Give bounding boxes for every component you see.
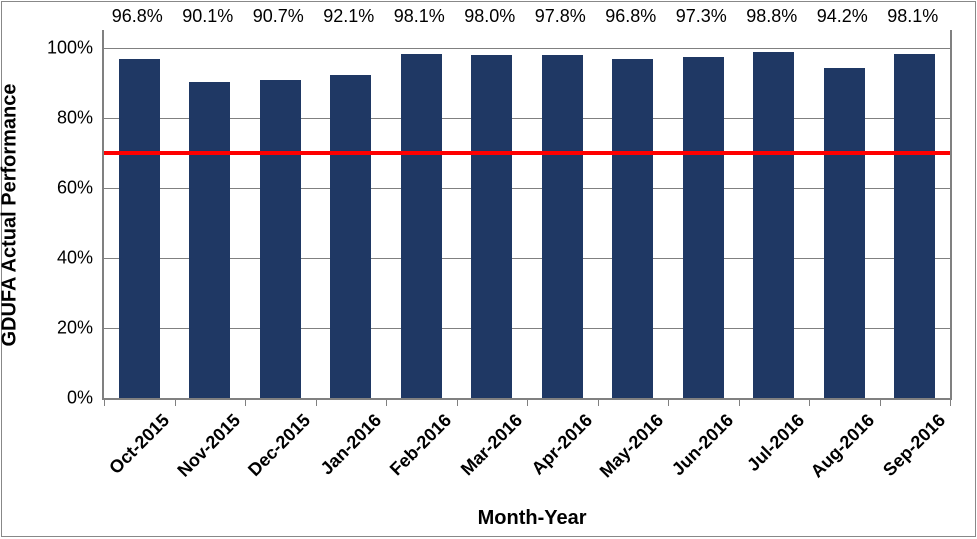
bar	[401, 54, 442, 398]
y-tick-label: 80%	[33, 107, 93, 128]
y-tick-label: 60%	[33, 177, 93, 198]
x-tick	[175, 398, 176, 406]
plot-area	[102, 30, 952, 400]
data-label: 90.1%	[182, 6, 233, 27]
x-tick	[386, 398, 387, 406]
x-tick	[739, 398, 740, 406]
y-tick-label: 0%	[33, 388, 93, 409]
y-axis-title: GDUFA Actual Performance	[0, 83, 22, 346]
y-tick-label: 20%	[33, 317, 93, 338]
data-label: 97.3%	[676, 6, 727, 27]
bar	[471, 55, 512, 398]
x-tick	[245, 398, 246, 406]
data-label: 96.8%	[605, 6, 656, 27]
bar	[753, 52, 794, 398]
x-tick	[809, 398, 810, 406]
x-tick	[598, 398, 599, 406]
bar	[330, 75, 371, 398]
x-tick	[950, 398, 951, 406]
bar	[683, 57, 724, 398]
data-label: 98.1%	[887, 6, 938, 27]
data-label: 92.1%	[323, 6, 374, 27]
data-label: 97.8%	[535, 6, 586, 27]
bar	[189, 82, 230, 398]
data-label: 98.1%	[394, 6, 445, 27]
data-label: 96.8%	[112, 6, 163, 27]
data-label: 98.0%	[464, 6, 515, 27]
data-label: 90.7%	[253, 6, 304, 27]
x-tick	[316, 398, 317, 406]
x-tick	[457, 398, 458, 406]
x-tick	[880, 398, 881, 406]
x-tick	[668, 398, 669, 406]
x-tick	[104, 398, 105, 406]
bar	[612, 59, 653, 398]
chart-container: GDUFA Actual Performance Month-Year 0% 20…	[1, 1, 976, 537]
bar	[542, 55, 583, 398]
bar	[894, 54, 935, 398]
reference-line	[104, 151, 950, 155]
y-tick-label: 40%	[33, 247, 93, 268]
bar	[824, 68, 865, 398]
gridline	[104, 48, 950, 49]
data-label: 94.2%	[817, 6, 868, 27]
x-axis-title: Month-Year	[478, 507, 587, 530]
data-label: 98.8%	[746, 6, 797, 27]
x-tick	[527, 398, 528, 406]
bar	[119, 59, 160, 398]
bar	[260, 80, 301, 398]
y-tick-label: 100%	[33, 37, 93, 58]
